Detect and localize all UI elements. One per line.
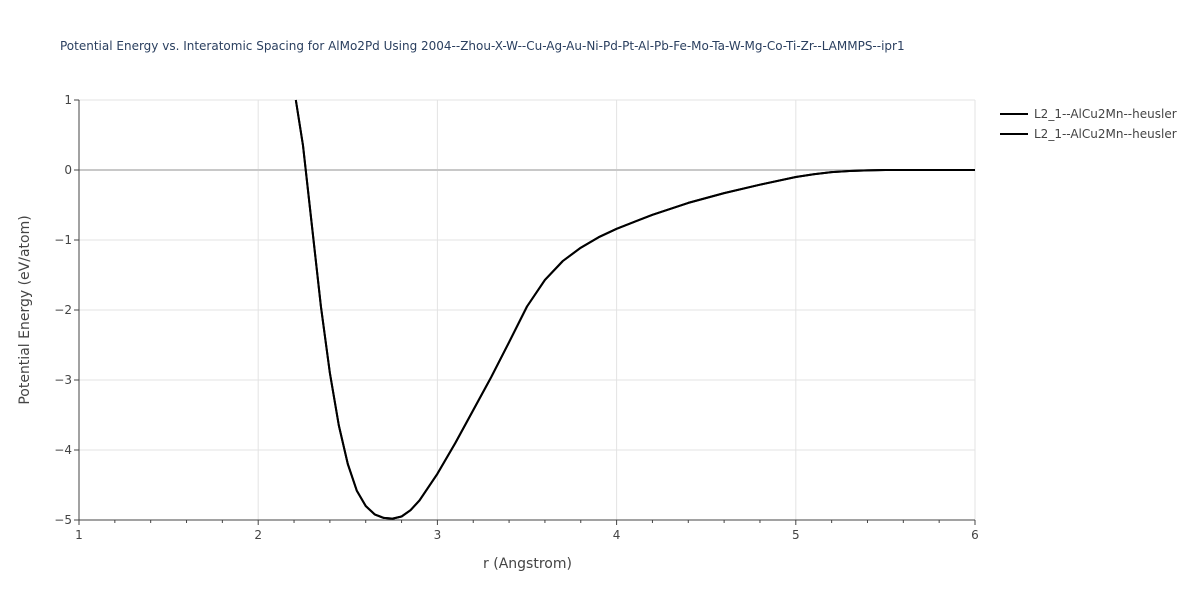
axis-layer: 1 2 3 4 5 6 1 0 −1 −2 −3 −4 −5: [54, 93, 979, 542]
x-tick-label: 2: [254, 528, 262, 542]
legend[interactable]: L2_1--AlCu2Mn--heusler L2_1--AlCu2Mn--heu…: [1000, 107, 1177, 141]
y-tick-label: 1: [64, 93, 72, 107]
y-tick-label: −1: [54, 233, 72, 247]
series-line-2: [294, 99, 975, 520]
series-layer: [294, 99, 975, 520]
chart-title: Potential Energy vs. Interatomic Spacing…: [60, 39, 905, 53]
y-tick-label: −5: [54, 513, 72, 527]
x-tick-label: 4: [613, 528, 621, 542]
grid-layer: [79, 99, 976, 520]
x-axis-title: r (Angstrom): [483, 556, 572, 572]
y-tick-label: 0: [64, 163, 72, 177]
y-tick-label: −4: [54, 443, 72, 457]
legend-item-2[interactable]: L2_1--AlCu2Mn--heusler: [1000, 127, 1177, 141]
y-axis-title: Potential Energy (eV/atom): [17, 215, 33, 404]
y-tick-label: −2: [54, 303, 72, 317]
x-tick-label: 6: [971, 528, 979, 542]
x-tick-label: 3: [434, 528, 442, 542]
y-tick-label: −3: [54, 373, 72, 387]
legend-label: L2_1--AlCu2Mn--heusler: [1034, 107, 1177, 121]
series-line-1: [294, 99, 975, 520]
x-tick-label: 5: [792, 528, 800, 542]
legend-item-1[interactable]: L2_1--AlCu2Mn--heusler: [1000, 107, 1177, 121]
x-tick-label: 1: [75, 528, 83, 542]
legend-label: L2_1--AlCu2Mn--heusler: [1034, 127, 1177, 141]
